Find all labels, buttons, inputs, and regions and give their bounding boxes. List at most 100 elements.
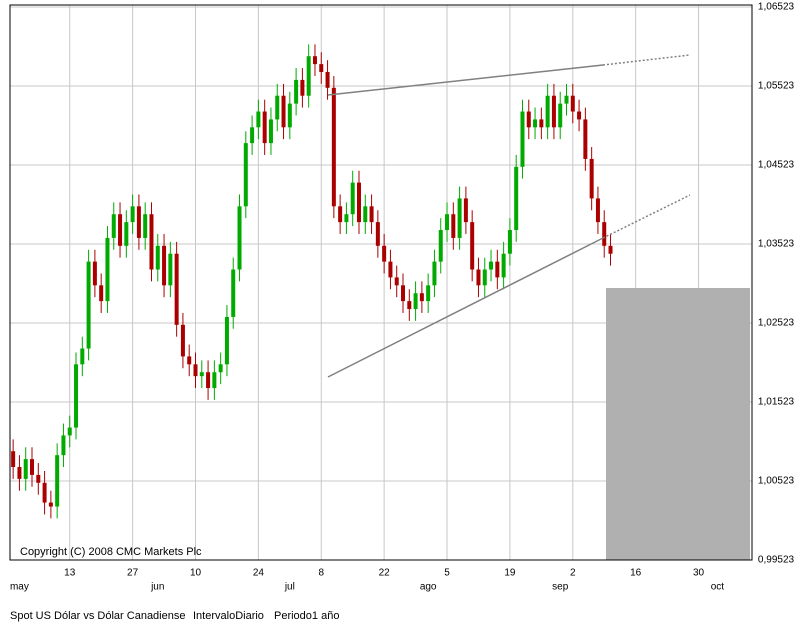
candle-body [507,230,512,254]
candle-body [476,269,481,286]
candle-body [312,56,317,65]
y-tick-label: 1,02523 [758,318,795,329]
candle-body [356,182,361,223]
y-tick-label: 1,03523 [758,239,795,250]
footer-period: Periodo1 año [274,610,339,622]
candle-body [48,502,53,507]
month-label: sep [552,582,569,593]
candle-body [23,459,28,479]
candle-body [539,119,544,128]
candle-body [583,119,588,159]
candles [11,44,613,519]
candle-body [325,72,330,88]
x-tick-label: 24 [253,568,265,579]
candle-body [243,143,248,207]
candle-body [42,482,47,503]
candle-body [130,206,135,223]
candle-body [281,95,286,128]
x-tick-label: 2 [570,568,576,579]
candle-body [577,111,582,120]
candle-body [168,253,173,286]
candle-body [80,348,85,365]
candle-body [74,364,79,428]
candle-body [162,245,167,286]
candle-body [363,206,368,223]
candle-body [338,206,343,223]
candle-body [36,474,41,483]
candle-body [111,214,116,238]
x-tick-label: 10 [190,568,202,579]
month-label: jun [150,582,164,593]
candle-body [206,372,211,389]
candle-body [224,316,229,365]
candle-body [294,79,299,104]
candle-body [451,214,456,238]
candle-body [445,214,450,231]
candle-body [86,261,91,349]
candle-body [11,451,16,468]
x-tick-label: 8 [318,568,324,579]
candle-body [231,269,236,317]
candle-body [602,222,607,246]
trend-line-extension [602,194,691,239]
candle-body [514,166,519,231]
candle-body [526,111,531,128]
candle-body [61,435,66,456]
candle-body [143,214,148,238]
trend-line [327,237,604,378]
footer-interval: IntervaloDiario [193,610,264,622]
footer-title: Spot US Dólar vs Dólar Canadiense [10,610,185,622]
y-tick-label: 1,01523 [758,397,795,408]
candle-body [438,230,443,262]
candle-body [545,95,550,128]
candle-body [375,222,380,246]
candle-body [369,206,374,223]
candle-body [300,79,305,96]
candle-body [118,214,123,246]
candle-body [124,222,129,246]
future-area [606,288,750,560]
candle-body [432,261,437,286]
candle-body [256,111,261,128]
candle-body [520,111,525,167]
candle-body [55,455,60,507]
candle-body [275,95,280,120]
y-tick-label: 1,05523 [758,81,795,92]
y-tick-label: 0,99523 [758,555,795,566]
candle-body [180,324,185,357]
candle-body [17,467,22,479]
x-tick-label: 16 [630,568,642,579]
y-tick-label: 1,00523 [758,476,795,487]
candle-body [67,427,72,436]
candle-body [501,253,506,278]
candle-body [306,56,311,96]
candle-body [470,222,475,270]
candle-body [218,364,223,373]
candle-body [212,372,217,389]
candle-body [595,198,600,223]
x-tick-label: 30 [693,568,705,579]
candle-body [382,245,387,262]
candle-body [331,87,336,207]
candle-body [463,198,468,223]
month-label: oct [711,582,725,593]
candle-body [457,198,462,238]
candle-body [551,95,556,128]
month-label: jul [284,582,295,593]
candle-body [608,245,613,254]
candle-body [407,301,412,310]
x-tick-label: 13 [64,568,76,579]
month-label: ago [420,582,437,593]
candle-body [155,245,160,270]
y-tick-label: 1,04523 [758,160,795,171]
candle-body [570,95,575,112]
y-tick-label: 1,06523 [758,2,795,13]
candle-body [99,285,104,302]
candle-body [589,158,594,199]
candle-body [344,214,349,223]
candle-body [105,237,110,302]
candle-body [149,214,154,270]
candle-body [489,261,494,270]
candle-body [419,293,424,302]
